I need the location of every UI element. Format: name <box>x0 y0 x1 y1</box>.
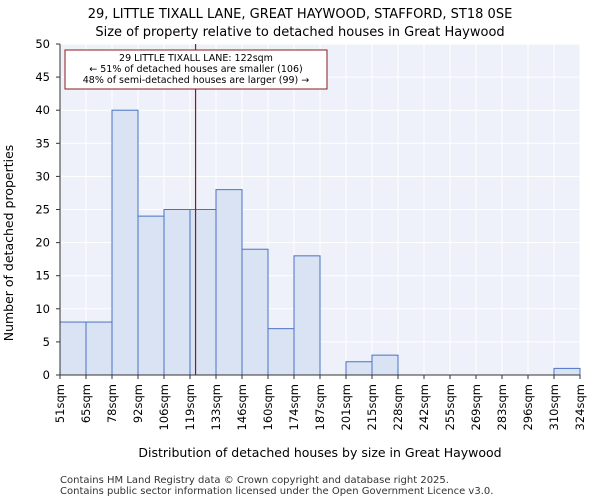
x-tick-label-65sqm: 65sqm <box>79 384 93 423</box>
chart-title-line2: Size of property relative to detached ho… <box>95 25 504 40</box>
x-tick-label-174sqm: 174sqm <box>287 384 301 430</box>
y-tick-label-40: 40 <box>35 103 50 117</box>
bar-119sqm <box>189 209 217 376</box>
y-tick-label-20: 20 <box>35 236 50 250</box>
bar-106sqm <box>163 209 191 376</box>
bar-146sqm <box>241 248 269 376</box>
chart-title-line1: 29, LITTLE TIXALL LANE, GREAT HAYWOOD, S… <box>88 7 513 22</box>
footer-line2: Contains public sector information licen… <box>60 486 493 497</box>
x-tick-label-187sqm: 187sqm <box>313 384 327 430</box>
x-tick-label-296sqm: 296sqm <box>521 384 535 430</box>
bar-92sqm <box>137 215 165 376</box>
x-tick-label-310sqm: 310sqm <box>547 384 561 430</box>
x-tick-label-255sqm: 255sqm <box>443 384 457 430</box>
bars <box>59 109 581 376</box>
y-tick-label-30: 30 <box>35 169 50 183</box>
y-tick-labels: 0 5 10 15 20 25 30 35 40 45 50 <box>35 37 60 382</box>
annotation-line1: 29 LITTLE TIXALL LANE: 122sqm <box>119 53 273 64</box>
y-tick-label-5: 5 <box>43 335 50 349</box>
y-tick-label-10: 10 <box>35 302 50 316</box>
y-tick-label-50: 50 <box>35 37 50 51</box>
annotation-line2: ← 51% of detached houses are smaller (10… <box>89 64 302 75</box>
x-tick-label-51sqm: 51sqm <box>53 384 67 423</box>
bar-201sqm <box>345 361 373 376</box>
bar-215sqm <box>371 354 399 376</box>
bar-65sqm <box>85 321 113 376</box>
annotation-box: 29 LITTLE TIXALL LANE: 122sqm ← 51% of d… <box>64 49 328 90</box>
x-tick-label-119sqm: 119sqm <box>183 384 197 430</box>
y-tick-label-35: 35 <box>35 136 50 150</box>
x-tick-label-133sqm: 133sqm <box>209 384 223 430</box>
x-tick-label-324sqm: 324sqm <box>573 384 587 430</box>
x-tick-label-269sqm: 269sqm <box>469 384 483 430</box>
x-tick-label-92sqm: 92sqm <box>131 384 145 423</box>
footer-line1: Contains HM Land Registry data © Crown c… <box>60 475 449 486</box>
annotation-frame <box>64 49 328 90</box>
y-tick-label-0: 0 <box>43 368 50 382</box>
y-tick-label-15: 15 <box>35 269 50 283</box>
x-tick-label-160sqm: 160sqm <box>261 384 275 430</box>
bar-78sqm <box>111 109 139 376</box>
x-tick-label-242sqm: 242sqm <box>417 384 431 430</box>
x-tick-label-228sqm: 228sqm <box>391 384 405 430</box>
bar-160sqm <box>267 328 295 376</box>
x-tick-label-215sqm: 215sqm <box>365 384 379 430</box>
annotation-line3: 48% of semi-detached houses are larger (… <box>83 75 310 86</box>
bar-133sqm <box>215 189 243 376</box>
x-tick-labels: 51sqm 65sqm 78sqm 92sqm 106sqm 119sqm 133sqm 14… <box>53 375 587 430</box>
x-axis-label: Distribution of detached houses by size … <box>138 445 501 460</box>
bar-310sqm <box>553 367 581 376</box>
bar-51sqm <box>59 321 87 376</box>
x-tick-label-201sqm: 201sqm <box>339 384 353 430</box>
x-tick-label-283sqm: 283sqm <box>495 384 509 430</box>
y-tick-label-25: 25 <box>35 203 50 217</box>
bar-174sqm <box>293 255 321 376</box>
x-tick-label-146sqm: 146sqm <box>235 384 249 430</box>
y-tick-label-45: 45 <box>35 70 50 84</box>
x-tick-label-106sqm: 106sqm <box>157 384 171 430</box>
y-axis-label: Number of detached properties <box>1 145 16 342</box>
x-tick-label-78sqm: 78sqm <box>105 384 119 423</box>
